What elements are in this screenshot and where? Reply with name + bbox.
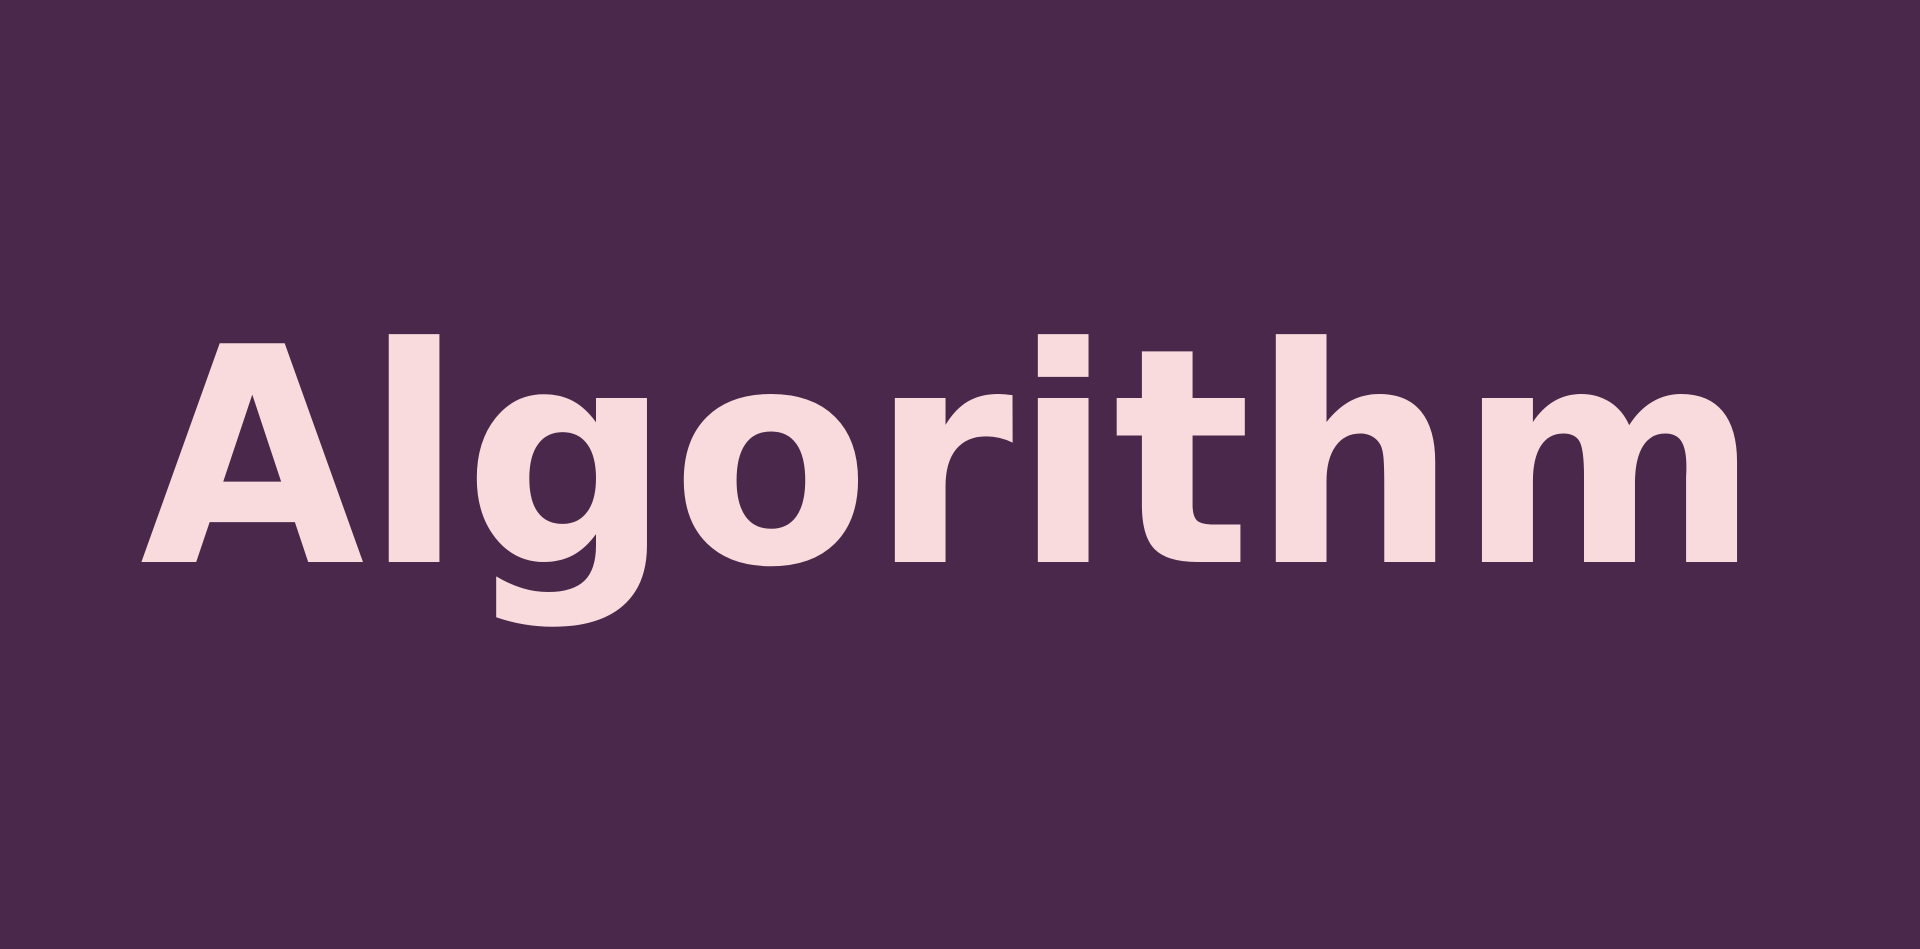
headline-text: Algorithm [140, 284, 1760, 633]
